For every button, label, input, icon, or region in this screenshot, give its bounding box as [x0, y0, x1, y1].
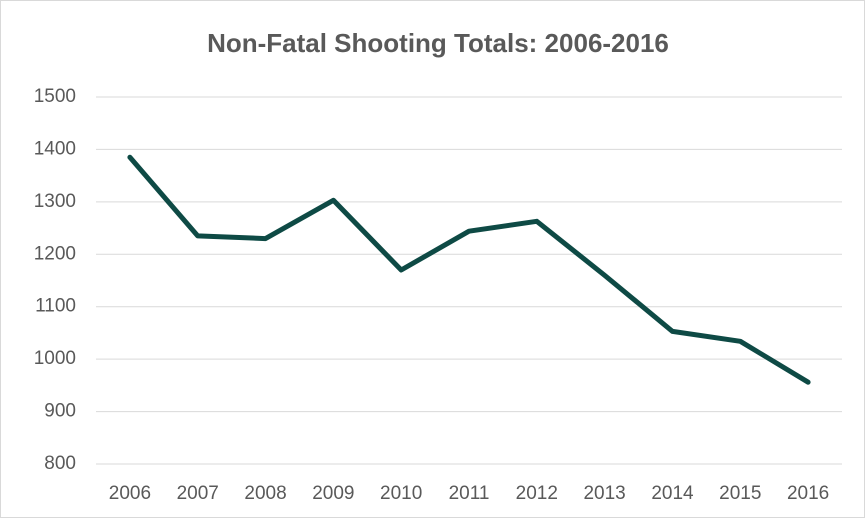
y-tick-label: 900 [44, 401, 76, 422]
x-tick-label: 2006 [109, 483, 151, 504]
y-tick-label: 800 [44, 453, 76, 474]
x-tick-label: 2009 [312, 483, 354, 504]
y-tick-label: 1400 [34, 138, 76, 159]
x-tick-label: 2015 [719, 483, 761, 504]
x-tick-label: 2008 [244, 483, 286, 504]
x-tick-label: 2013 [583, 483, 625, 504]
y-tick-label: 1100 [35, 296, 76, 317]
x-tick-label: 2011 [449, 483, 490, 504]
x-tick-label: 2007 [177, 483, 219, 504]
data-line [127, 154, 811, 385]
chart-title: Non-Fatal Shooting Totals: 2006-2016 [207, 28, 669, 58]
x-tick-label: 2010 [380, 483, 422, 504]
y-tick-label: 1500 [34, 86, 76, 107]
x-tick-label: 2016 [787, 483, 829, 504]
y-tick-label: 1200 [34, 243, 76, 264]
x-tick-label: 2014 [651, 483, 694, 504]
y-tick-label: 1000 [34, 348, 76, 369]
y-tick-label: 1300 [34, 191, 76, 212]
x-tick-label: 2012 [516, 483, 558, 504]
